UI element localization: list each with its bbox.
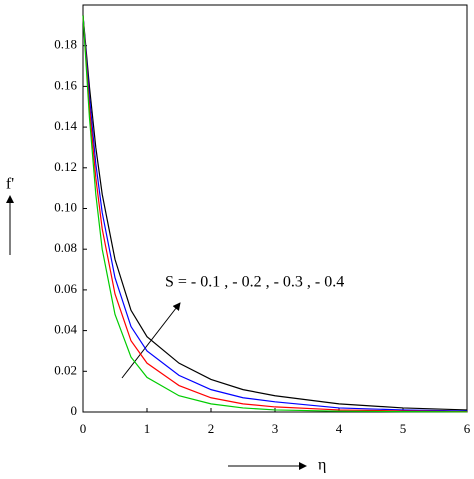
x-tick-label: 5 [400, 421, 407, 436]
x-tick-label: 0 [80, 421, 87, 436]
y-axis-label: f' [6, 176, 14, 193]
x-tick-label: 2 [208, 421, 215, 436]
x-tick-label: 4 [336, 421, 343, 436]
y-tick-label: 0 [71, 403, 78, 418]
curve [82, 15, 468, 413]
x-tick-label: 1 [144, 421, 151, 436]
y-tick-label: 0.02 [54, 362, 77, 377]
y-tick-label: 0.08 [54, 240, 77, 255]
curve [82, 15, 468, 413]
x-tick-label: 3 [272, 421, 279, 436]
x-axis-label: η [318, 457, 326, 474]
y-tick-label: 0.16 [54, 77, 77, 92]
y-tick-label: 0.14 [54, 118, 77, 133]
curve [82, 15, 468, 411]
curve [82, 15, 468, 412]
x-tick-label: 6 [464, 421, 471, 436]
plot-frame [82, 4, 468, 413]
y-tick-label: 0.06 [54, 281, 77, 296]
y-tick-label: 0.10 [54, 199, 77, 214]
y-tick-label: 0.18 [54, 37, 77, 52]
y-tick-label: 0.12 [54, 159, 77, 174]
y-tick-label: 0.04 [54, 322, 77, 337]
annotation: S = - 0.1 , - 0.2 , - 0.3 , - 0.4 [165, 274, 344, 291]
